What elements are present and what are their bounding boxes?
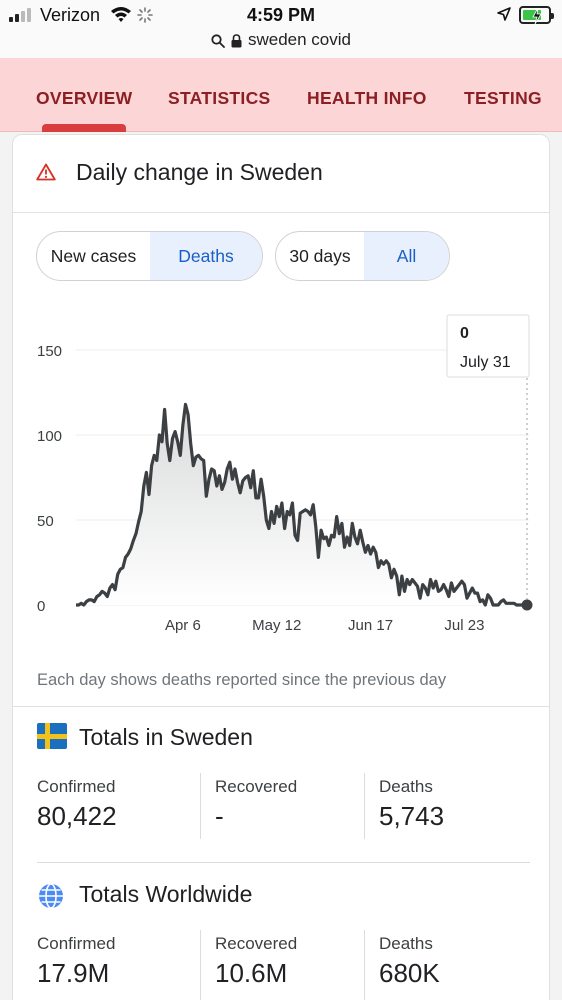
30-days-option[interactable]: 30 days	[289, 246, 351, 266]
deaths-chart[interactable]: 0 50 100 150 Apr 6 May 12 Jun 17 Jul 23 0 July 31	[13, 305, 549, 645]
x-tick-label: Jul 23	[444, 617, 484, 634]
card-title: Daily change in Sweden	[76, 159, 323, 185]
stat-label: Recovered	[215, 777, 298, 796]
active-tab-indicator	[42, 124, 126, 132]
deaths-option[interactable]: Deaths	[150, 232, 262, 280]
x-tick-label: May 12	[252, 617, 301, 634]
divider	[200, 773, 201, 839]
divider	[364, 773, 365, 839]
all-range-option[interactable]: All	[364, 232, 449, 280]
tab-testing[interactable]: TESTING	[464, 88, 542, 108]
section-tabs: OVERVIEW STATISTICS HEALTH INFO TESTING	[0, 58, 562, 132]
y-tick-label: 100	[37, 428, 62, 445]
stat-label: Deaths	[379, 934, 433, 953]
sweden-deaths: Deaths 5,743	[379, 777, 444, 832]
tooltip-point	[521, 599, 533, 611]
stat-label: Deaths	[379, 777, 433, 796]
stat-label: Confirmed	[37, 934, 116, 953]
loading-spinner-icon	[137, 7, 153, 23]
stat-label: Confirmed	[37, 777, 116, 796]
stat-value: 10.6M	[215, 958, 288, 988]
world-recovered: Recovered 10.6M	[215, 934, 297, 989]
tooltip-date: July 31	[460, 354, 511, 371]
location-arrow-icon	[497, 7, 511, 21]
divider	[37, 862, 530, 863]
world-confirmed: Confirmed 17.9M	[37, 934, 115, 989]
chart-line	[76, 402, 527, 607]
chart-footnote: Each day shows deaths reported since the…	[37, 671, 447, 689]
divider	[200, 930, 201, 1000]
y-tick-label: 150	[37, 343, 62, 360]
wifi-icon	[111, 7, 131, 22]
status-bar: Verizon 4:59 PM sweden covid	[0, 0, 562, 58]
tab-statistics[interactable]: STATISTICS	[168, 88, 271, 108]
x-tick-label: Jun 17	[348, 617, 393, 634]
card-header: Daily change in Sweden	[13, 135, 549, 213]
stat-value: 80,422	[37, 801, 117, 831]
sweden-flag-icon	[37, 723, 67, 749]
tooltip-box	[446, 314, 530, 378]
x-tick-label: Apr 6	[165, 617, 201, 634]
covid-card: Daily change in Sweden New cases Deaths …	[12, 134, 550, 1000]
stat-value: 680K	[379, 958, 440, 988]
stat-value: -	[215, 801, 224, 831]
sweden-recovered: Recovered -	[215, 777, 297, 832]
tab-health-info[interactable]: HEALTH INFO	[307, 88, 427, 108]
divider	[364, 930, 365, 1000]
y-tick-label: 50	[37, 513, 54, 530]
new-cases-option[interactable]: New cases	[50, 246, 137, 266]
tooltip-value: 0	[460, 325, 469, 342]
warning-icon	[36, 163, 56, 181]
divider	[13, 706, 549, 707]
stat-value: 17.9M	[37, 958, 110, 988]
signal-strength-icon	[9, 8, 35, 22]
search-icon	[211, 33, 225, 48]
y-tick-label: 0	[37, 598, 45, 615]
chart-area	[76, 404, 527, 605]
sweden-confirmed: Confirmed 80,422	[37, 777, 117, 832]
clock: 4:59 PM	[246, 5, 316, 25]
lock-icon	[231, 33, 242, 48]
address-bar[interactable]: sweden covid	[0, 30, 562, 50]
metric-toggle: New cases Deaths	[36, 231, 263, 281]
stat-value: 5,743	[379, 801, 445, 831]
globe-icon	[39, 883, 63, 909]
totals-sweden-title: Totals in Sweden	[79, 724, 253, 750]
tab-overview[interactable]: OVERVIEW	[36, 88, 133, 108]
battery-icon	[519, 6, 554, 25]
totals-worldwide-title: Totals Worldwide	[79, 881, 253, 907]
carrier-name: Verizon	[40, 5, 101, 25]
url-text: sweden covid	[247, 30, 351, 49]
range-toggle: 30 days All	[275, 231, 450, 281]
world-deaths: Deaths 680K	[379, 934, 440, 989]
stat-label: Recovered	[215, 934, 298, 953]
